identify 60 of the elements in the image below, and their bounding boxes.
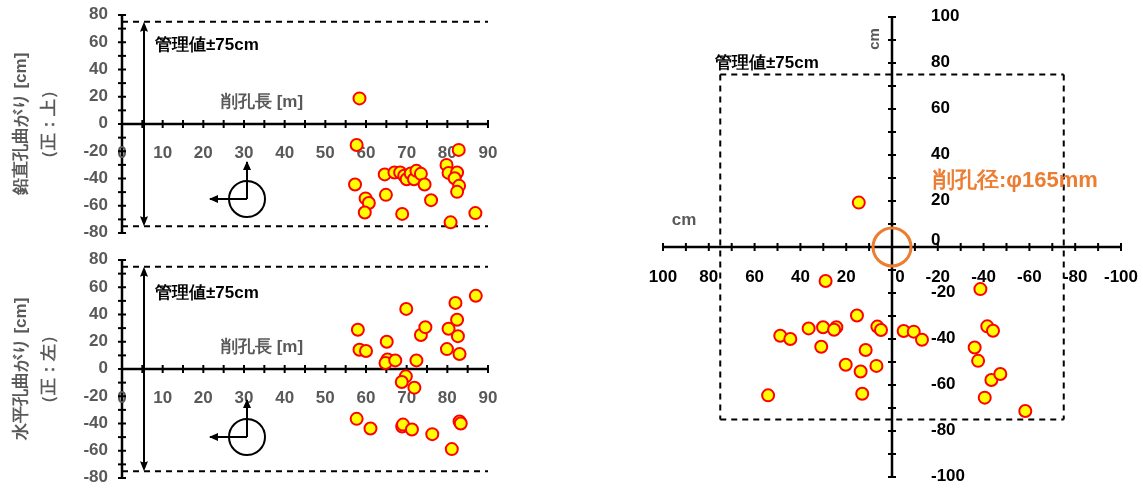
y-axis-title: 鉛直孔曲がり [cm] （正：上） [11,52,59,197]
x-tick-label: 10 [153,143,173,163]
y-tick-label: 0 [931,230,941,250]
y-tick-label: 80 [89,249,108,269]
x-tick-label: 40 [790,267,810,287]
x-tick-label: 70 [397,143,417,163]
y-tick-label: 60 [89,31,108,51]
y-tick-label: 40 [89,58,108,78]
x-tick-label: 60 [356,388,376,408]
x-tick-label: 0 [895,267,905,287]
y-axis-title: cm [864,28,882,50]
x-tick-label: 40 [275,143,295,163]
x-tick-label: 80 [699,267,719,287]
x-axis-title: 削孔長 [m] [219,337,304,357]
y-tick-label: -80 [83,467,108,487]
annotation: 管理値±75cm [714,53,819,72]
y-tick-label: -80 [83,222,108,242]
y-tick-label: 80 [89,4,108,24]
y-axis-title: 水平孔曲がり [cm] （正：左） [11,297,59,442]
y-tick-label: 0 [98,358,108,378]
x-tick-label: 20 [193,143,213,163]
x-tick-label: -80 [1062,267,1088,287]
x-tick-label: 50 [315,388,335,408]
x-tick-label: -40 [971,267,996,287]
x-tick-label: 10 [153,388,173,408]
y-tick-label: 40 [89,303,108,323]
annotation: 管理値±75cm [154,283,259,302]
y-tick-label: 100 [931,6,960,26]
y-tick-label: -20 [931,282,956,302]
x-tick-label: 20 [836,267,856,287]
x-tick-label: 60 [745,267,765,287]
x-tick-label: 50 [315,143,335,163]
y-tick-label: 20 [931,190,950,210]
y-tick-label: -40 [931,328,956,348]
y-tick-label: 20 [89,331,108,351]
x-tick-label: 80 [437,388,457,408]
x-tick-label: -60 [1017,267,1042,287]
y-tick-label: 20 [89,86,108,106]
x-tick-label: 90 [478,388,498,408]
x-tick-label: 30 [234,143,254,163]
y-tick-label: -60 [83,440,108,460]
y-tick-label: -40 [83,412,108,432]
annotation: 管理値±75cm [154,35,259,54]
y-tick-label: 60 [931,98,950,118]
y-tick-label: 0 [98,113,108,133]
x-tick-label: 40 [275,388,295,408]
annotation: 削孔径:φ165mm [932,167,1098,192]
x-tick-label: 100 [648,267,678,287]
x-tick-label: 90 [478,143,498,163]
x-axis-title: 削孔長 [m] [219,92,304,112]
y-tick-label: -100 [931,466,966,486]
y-tick-label: -40 [83,167,108,187]
y-tick-label: -60 [931,374,956,394]
y-tick-label: -60 [83,195,108,215]
x-axis-title: cm [671,210,697,230]
y-tick-label: -80 [931,420,956,440]
x-tick-label: 20 [193,388,213,408]
x-tick-label: -100 [1103,267,1139,287]
x-tick-label: 30 [234,388,254,408]
y-tick-label: 80 [931,52,950,72]
